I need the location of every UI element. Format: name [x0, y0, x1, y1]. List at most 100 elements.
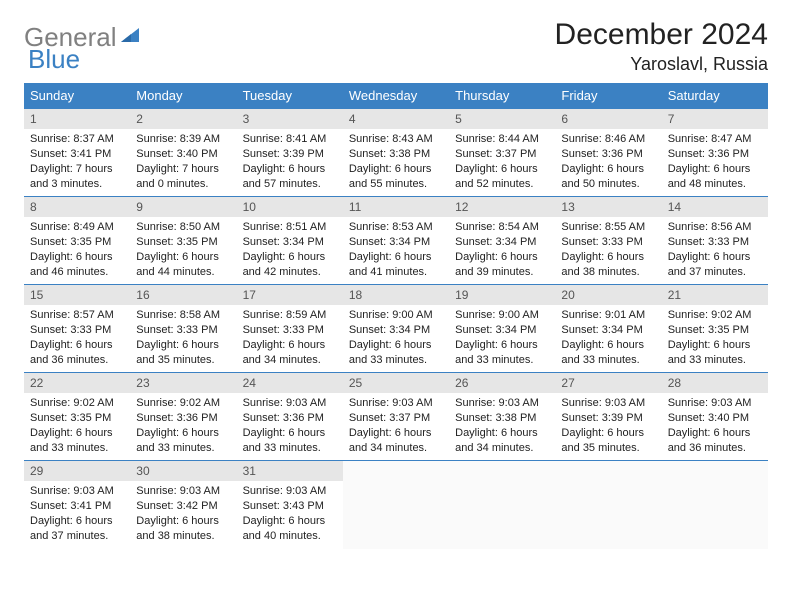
daylight-line: Daylight: 6 hours and 33 minutes.: [561, 338, 655, 368]
calendar-cell: 4Sunrise: 8:43 AMSunset: 3:38 PMDaylight…: [343, 109, 449, 197]
calendar-cell: 7Sunrise: 8:47 AMSunset: 3:36 PMDaylight…: [662, 109, 768, 197]
header: General December 2024 Yaroslavl, Russia: [24, 18, 768, 75]
calendar-cell-empty: [555, 461, 661, 549]
daylight-line: Daylight: 6 hours and 39 minutes.: [455, 250, 549, 280]
day-number: 8: [24, 197, 130, 217]
day-number: 5: [449, 109, 555, 129]
sunset-line: Sunset: 3:33 PM: [136, 323, 230, 338]
sunrise-line: Sunrise: 8:57 AM: [30, 308, 124, 323]
day-number: 18: [343, 285, 449, 305]
daylight-line: Daylight: 6 hours and 50 minutes.: [561, 162, 655, 192]
sunrise-line: Sunrise: 9:03 AM: [243, 396, 337, 411]
weekday-header: Sunday: [24, 83, 130, 109]
sunrise-line: Sunrise: 8:46 AM: [561, 132, 655, 147]
day-number: 15: [24, 285, 130, 305]
day-body: Sunrise: 9:03 AMSunset: 3:38 PMDaylight:…: [449, 393, 555, 459]
calendar-cell: 28Sunrise: 9:03 AMSunset: 3:40 PMDayligh…: [662, 373, 768, 461]
weekday-header: Saturday: [662, 83, 768, 109]
sunset-line: Sunset: 3:33 PM: [243, 323, 337, 338]
sunset-line: Sunset: 3:37 PM: [455, 147, 549, 162]
calendar-cell: 1Sunrise: 8:37 AMSunset: 3:41 PMDaylight…: [24, 109, 130, 197]
calendar-cell: 22Sunrise: 9:02 AMSunset: 3:35 PMDayligh…: [24, 373, 130, 461]
calendar-header-row: Sunday Monday Tuesday Wednesday Thursday…: [24, 83, 768, 109]
calendar-table: Sunday Monday Tuesday Wednesday Thursday…: [24, 83, 768, 549]
day-number: 30: [130, 461, 236, 481]
sunset-line: Sunset: 3:34 PM: [561, 323, 655, 338]
sunrise-line: Sunrise: 9:00 AM: [455, 308, 549, 323]
sunset-line: Sunset: 3:42 PM: [136, 499, 230, 514]
sunset-line: Sunset: 3:40 PM: [136, 147, 230, 162]
day-number: 19: [449, 285, 555, 305]
day-body: Sunrise: 8:44 AMSunset: 3:37 PMDaylight:…: [449, 129, 555, 195]
calendar-cell: 14Sunrise: 8:56 AMSunset: 3:33 PMDayligh…: [662, 197, 768, 285]
sunrise-line: Sunrise: 9:03 AM: [349, 396, 443, 411]
sunrise-line: Sunrise: 9:02 AM: [30, 396, 124, 411]
sunset-line: Sunset: 3:37 PM: [349, 411, 443, 426]
day-number: 24: [237, 373, 343, 393]
daylight-line: Daylight: 6 hours and 55 minutes.: [349, 162, 443, 192]
day-body: Sunrise: 8:50 AMSunset: 3:35 PMDaylight:…: [130, 217, 236, 283]
day-number: 2: [130, 109, 236, 129]
daylight-line: Daylight: 6 hours and 34 minutes.: [243, 338, 337, 368]
daylight-line: Daylight: 6 hours and 34 minutes.: [349, 426, 443, 456]
calendar-cell: 20Sunrise: 9:01 AMSunset: 3:34 PMDayligh…: [555, 285, 661, 373]
daylight-line: Daylight: 6 hours and 33 minutes.: [136, 426, 230, 456]
calendar-cell-empty: [662, 461, 768, 549]
daylight-line: Daylight: 6 hours and 36 minutes.: [30, 338, 124, 368]
logo-text-blue: Blue: [28, 44, 80, 74]
sunrise-line: Sunrise: 9:03 AM: [668, 396, 762, 411]
daylight-line: Daylight: 6 hours and 44 minutes.: [136, 250, 230, 280]
sunset-line: Sunset: 3:34 PM: [243, 235, 337, 250]
sunrise-line: Sunrise: 9:02 AM: [136, 396, 230, 411]
day-body: Sunrise: 8:49 AMSunset: 3:35 PMDaylight:…: [24, 217, 130, 283]
sunrise-line: Sunrise: 9:03 AM: [243, 484, 337, 499]
calendar-cell: 6Sunrise: 8:46 AMSunset: 3:36 PMDaylight…: [555, 109, 661, 197]
sunrise-line: Sunrise: 8:51 AM: [243, 220, 337, 235]
sunset-line: Sunset: 3:34 PM: [455, 235, 549, 250]
sunset-line: Sunset: 3:36 PM: [243, 411, 337, 426]
daylight-line: Daylight: 6 hours and 38 minutes.: [561, 250, 655, 280]
logo-text-blue-wrap: Blue: [28, 44, 80, 75]
day-body: Sunrise: 8:58 AMSunset: 3:33 PMDaylight:…: [130, 305, 236, 371]
day-number: 28: [662, 373, 768, 393]
calendar-body: 1Sunrise: 8:37 AMSunset: 3:41 PMDaylight…: [24, 109, 768, 549]
day-body: Sunrise: 8:41 AMSunset: 3:39 PMDaylight:…: [237, 129, 343, 195]
day-number: 21: [662, 285, 768, 305]
day-number: 11: [343, 197, 449, 217]
day-number: 1: [24, 109, 130, 129]
calendar-cell: 26Sunrise: 9:03 AMSunset: 3:38 PMDayligh…: [449, 373, 555, 461]
day-body: Sunrise: 8:37 AMSunset: 3:41 PMDaylight:…: [24, 129, 130, 195]
sunset-line: Sunset: 3:33 PM: [561, 235, 655, 250]
sunset-line: Sunset: 3:43 PM: [243, 499, 337, 514]
calendar-cell: 17Sunrise: 8:59 AMSunset: 3:33 PMDayligh…: [237, 285, 343, 373]
day-number: 16: [130, 285, 236, 305]
day-number: 27: [555, 373, 661, 393]
day-number: 20: [555, 285, 661, 305]
sunrise-line: Sunrise: 8:56 AM: [668, 220, 762, 235]
sunrise-line: Sunrise: 8:47 AM: [668, 132, 762, 147]
day-number: 26: [449, 373, 555, 393]
calendar-cell: 25Sunrise: 9:03 AMSunset: 3:37 PMDayligh…: [343, 373, 449, 461]
sunset-line: Sunset: 3:38 PM: [455, 411, 549, 426]
daylight-line: Daylight: 7 hours and 0 minutes.: [136, 162, 230, 192]
logo-triangle-icon: [119, 24, 141, 51]
daylight-line: Daylight: 6 hours and 38 minutes.: [136, 514, 230, 544]
day-body: Sunrise: 9:02 AMSunset: 3:35 PMDaylight:…: [662, 305, 768, 371]
day-body: Sunrise: 8:54 AMSunset: 3:34 PMDaylight:…: [449, 217, 555, 283]
daylight-line: Daylight: 6 hours and 33 minutes.: [668, 338, 762, 368]
day-number: 3: [237, 109, 343, 129]
daylight-line: Daylight: 6 hours and 37 minutes.: [30, 514, 124, 544]
day-number: 4: [343, 109, 449, 129]
sunset-line: Sunset: 3:34 PM: [349, 235, 443, 250]
day-body: Sunrise: 8:46 AMSunset: 3:36 PMDaylight:…: [555, 129, 661, 195]
day-body: Sunrise: 9:02 AMSunset: 3:35 PMDaylight:…: [24, 393, 130, 459]
sunset-line: Sunset: 3:39 PM: [243, 147, 337, 162]
sunset-line: Sunset: 3:35 PM: [668, 323, 762, 338]
daylight-line: Daylight: 6 hours and 33 minutes.: [243, 426, 337, 456]
sunrise-line: Sunrise: 9:03 AM: [136, 484, 230, 499]
day-body: Sunrise: 9:02 AMSunset: 3:36 PMDaylight:…: [130, 393, 236, 459]
calendar-cell: 5Sunrise: 8:44 AMSunset: 3:37 PMDaylight…: [449, 109, 555, 197]
daylight-line: Daylight: 6 hours and 41 minutes.: [349, 250, 443, 280]
day-body: Sunrise: 8:59 AMSunset: 3:33 PMDaylight:…: [237, 305, 343, 371]
calendar-cell: 29Sunrise: 9:03 AMSunset: 3:41 PMDayligh…: [24, 461, 130, 549]
